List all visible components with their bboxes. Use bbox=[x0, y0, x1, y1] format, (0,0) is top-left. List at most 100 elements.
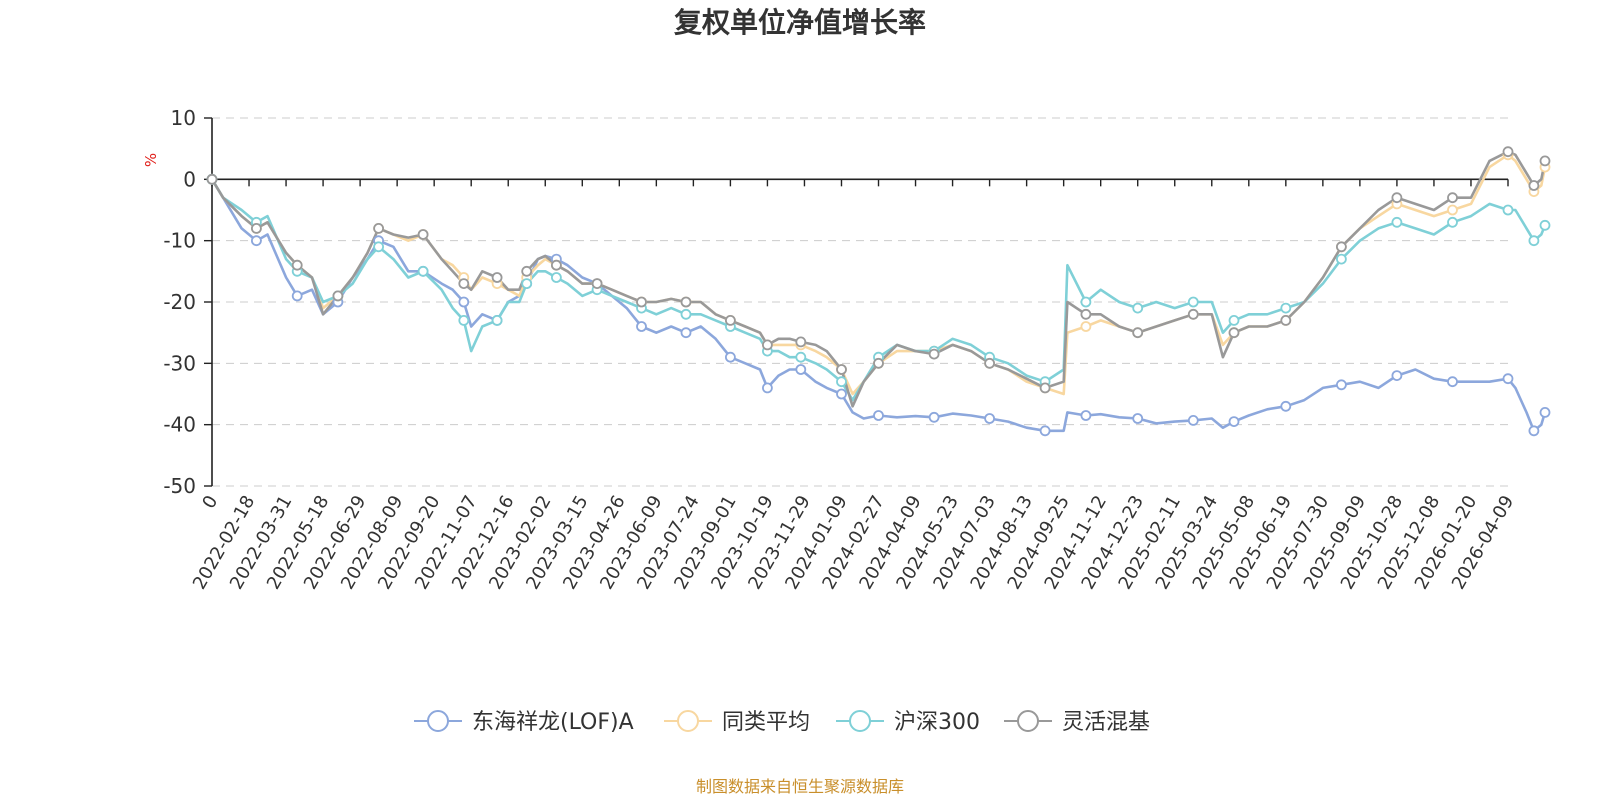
series-point bbox=[250, 235, 262, 247]
series-point bbox=[491, 272, 503, 283]
legend-swatch-circle bbox=[849, 710, 871, 732]
series-point bbox=[762, 382, 773, 394]
y-tick-label: -50 bbox=[163, 474, 196, 498]
series-point bbox=[1391, 216, 1403, 228]
series-point bbox=[1080, 296, 1092, 308]
series-lines bbox=[206, 146, 1551, 437]
chart-title: 复权单位净值增长率 bbox=[674, 6, 926, 39]
series-point bbox=[680, 327, 692, 339]
y-axis-unit: % bbox=[142, 153, 160, 167]
series-point bbox=[725, 351, 736, 363]
series-point bbox=[1502, 373, 1514, 385]
series-point bbox=[836, 388, 847, 400]
legend-label: 沪深300 bbox=[894, 710, 980, 735]
series-point bbox=[1132, 413, 1144, 424]
series-point bbox=[1539, 406, 1551, 418]
series-point bbox=[521, 265, 533, 277]
series-point bbox=[1080, 308, 1092, 320]
series-point bbox=[1187, 308, 1199, 320]
series-point bbox=[1228, 416, 1240, 428]
series-point bbox=[417, 229, 429, 240]
series-point bbox=[521, 278, 533, 290]
series-point bbox=[1447, 204, 1458, 216]
legend-item[interactable]: 同类平均 bbox=[664, 710, 810, 735]
source-note: 制图数据来自恒生聚源数据库 bbox=[696, 777, 904, 796]
series-point bbox=[1528, 180, 1540, 191]
series-point bbox=[1447, 376, 1458, 388]
series-point bbox=[1132, 327, 1144, 339]
series-point bbox=[373, 241, 385, 253]
legend-swatch-circle bbox=[1017, 710, 1039, 732]
series-point bbox=[458, 278, 470, 290]
series-line bbox=[210, 150, 1547, 408]
series-point bbox=[836, 376, 847, 388]
series-point bbox=[250, 222, 262, 234]
series-point bbox=[1502, 146, 1514, 158]
grid bbox=[212, 117, 1508, 487]
y-tick-label: 0 bbox=[183, 167, 196, 191]
series-point bbox=[1132, 302, 1144, 314]
series-point bbox=[795, 351, 807, 363]
series-point bbox=[1280, 400, 1292, 412]
series-point bbox=[1391, 370, 1403, 382]
series-point bbox=[928, 411, 940, 423]
legend-swatch-circle bbox=[677, 710, 699, 732]
legend-label: 灵活混基 bbox=[1062, 710, 1150, 735]
series-point bbox=[1539, 219, 1551, 231]
series-point bbox=[1447, 192, 1458, 204]
x-tick-label: 0 bbox=[198, 492, 222, 512]
series-point bbox=[1080, 321, 1092, 332]
series-point bbox=[332, 290, 344, 302]
series-point bbox=[636, 296, 647, 308]
series-point bbox=[795, 336, 807, 348]
legend[interactable]: 东海祥龙(LOF)A 同类平均 沪深300 灵活混基 bbox=[414, 710, 1150, 735]
series-point bbox=[551, 259, 562, 271]
series-point bbox=[1039, 425, 1051, 437]
series-point bbox=[417, 265, 429, 277]
series-point bbox=[1528, 425, 1540, 437]
series-point bbox=[1228, 327, 1240, 339]
series-point bbox=[984, 413, 995, 424]
series-point bbox=[1187, 414, 1199, 426]
series-point bbox=[373, 222, 385, 234]
legend-label: 东海祥龙(LOF)A bbox=[472, 710, 634, 735]
series-point bbox=[1447, 216, 1458, 228]
series-point bbox=[1080, 410, 1092, 421]
series-point bbox=[551, 272, 562, 283]
x-tick-labels: 02022-02-182022-03-312022-05-182022-06-2… bbox=[189, 492, 1518, 593]
legend-item[interactable]: 沪深300 bbox=[836, 710, 980, 735]
series-point bbox=[1280, 314, 1292, 326]
series-line bbox=[210, 178, 1547, 433]
series-point bbox=[491, 314, 503, 326]
series-point bbox=[1280, 302, 1292, 314]
series-point bbox=[1228, 314, 1240, 326]
y-tick-labels: 10 0 -10 -20 -30 -40 -50 bbox=[163, 106, 196, 498]
series-point bbox=[795, 364, 807, 375]
series-point bbox=[1336, 379, 1347, 391]
y-tick-label: 10 bbox=[171, 106, 196, 130]
series-point bbox=[873, 357, 884, 369]
series-point bbox=[458, 296, 470, 308]
series-point bbox=[1528, 235, 1540, 247]
y-tick-label: -40 bbox=[163, 413, 196, 437]
series-point bbox=[836, 364, 847, 375]
series-point bbox=[458, 314, 470, 326]
y-tick-label: -10 bbox=[163, 229, 196, 253]
series-point bbox=[291, 290, 303, 302]
legend-label: 同类平均 bbox=[722, 710, 810, 735]
series-point bbox=[873, 410, 884, 421]
series-point bbox=[928, 348, 940, 360]
series-line bbox=[210, 178, 1547, 402]
series-point bbox=[1187, 296, 1199, 308]
y-tick-label: -30 bbox=[163, 351, 196, 375]
legend-item[interactable]: 东海祥龙(LOF)A bbox=[414, 710, 634, 735]
series-point bbox=[762, 339, 773, 351]
legend-item[interactable]: 灵活混基 bbox=[1004, 710, 1150, 735]
series-point bbox=[1039, 382, 1051, 394]
series-point bbox=[680, 296, 692, 308]
series-point bbox=[291, 259, 303, 271]
series-point bbox=[1502, 204, 1514, 216]
series-point bbox=[984, 357, 995, 369]
series-point bbox=[1336, 253, 1347, 265]
